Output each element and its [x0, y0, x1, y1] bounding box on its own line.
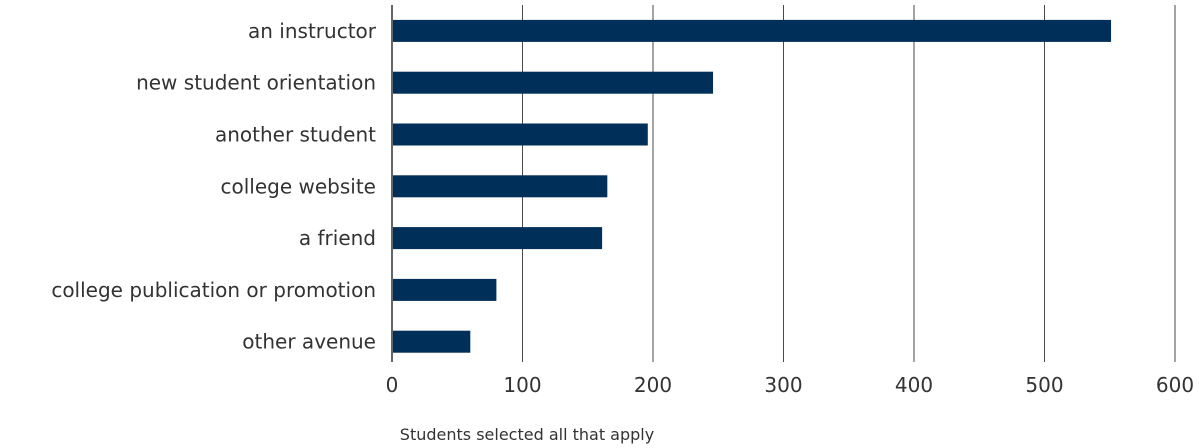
category-label: an instructor: [248, 19, 377, 43]
x-tick-label: 600: [1156, 373, 1194, 397]
category-label: new student orientation: [136, 71, 376, 95]
category-label: other avenue: [242, 330, 376, 354]
category-label: college publication or promotion: [51, 278, 376, 302]
x-tick-label: 0: [386, 373, 399, 397]
category-labels: an instructor new student orientation anot…: [51, 19, 376, 354]
category-label: another student: [215, 123, 376, 147]
bar: [393, 123, 648, 146]
gridlines: [391, 5, 1176, 362]
bar: [393, 71, 714, 94]
bar: [393, 278, 497, 301]
x-tick-labels: 0 100 200 300 400 500 600: [386, 373, 1194, 397]
x-tick-label: 100: [503, 373, 541, 397]
bar: [393, 19, 1112, 42]
category-label: a friend: [299, 226, 376, 250]
bar: [393, 227, 603, 250]
x-tick-label: 300: [764, 373, 802, 397]
bars: [393, 19, 1112, 353]
x-axis-title: Students selected all that apply: [400, 425, 654, 444]
x-tick-label: 400: [895, 373, 933, 397]
category-label: college website: [221, 174, 377, 198]
x-tick-label: 500: [1025, 373, 1063, 397]
x-tick-label: 200: [634, 373, 672, 397]
bar: [393, 330, 471, 353]
bar: [393, 175, 608, 198]
